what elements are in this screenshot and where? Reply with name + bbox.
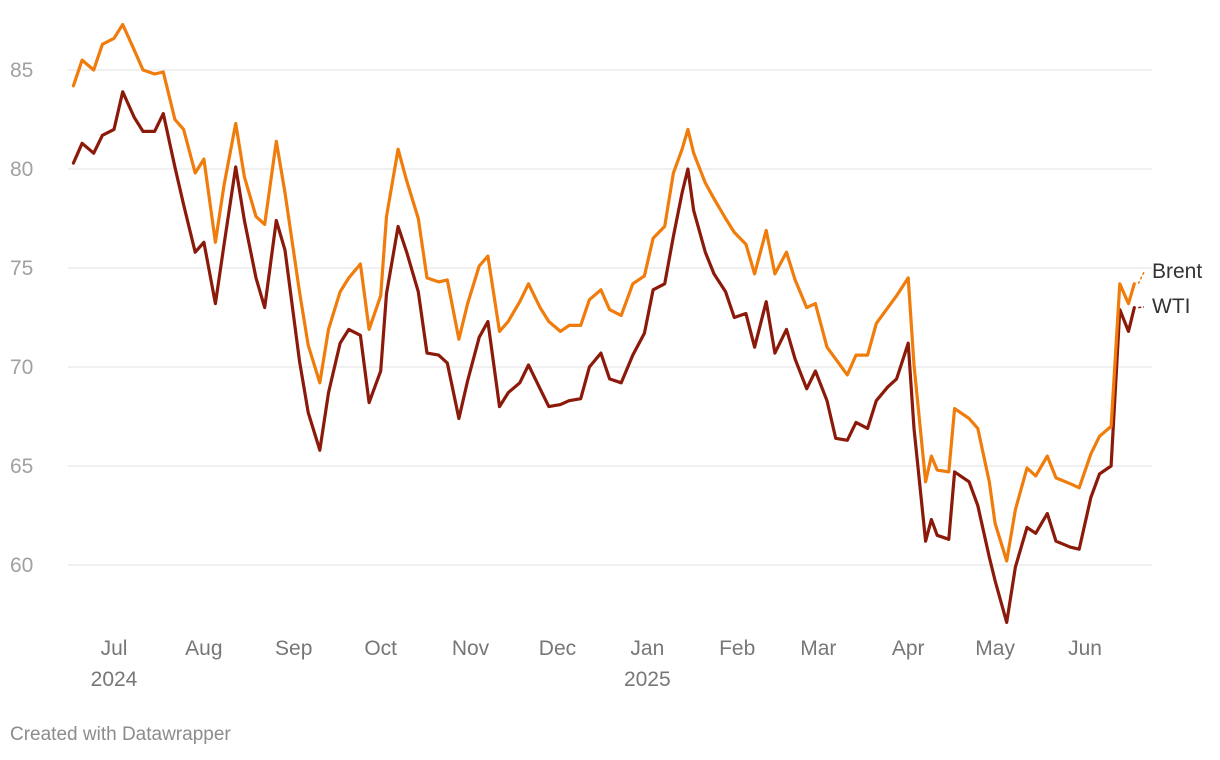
x-tick-year-2025: 2025 [624,668,671,691]
y-tick-label: 85 [10,59,33,82]
y-tick-label: 65 [10,455,33,478]
x-tick-label-dec: Dec [539,637,576,660]
datawrapper-credit: Created with Datawrapper [10,724,231,745]
x-tick-label-jul: Jul [101,637,128,660]
x-tick-label-aug: Aug [185,637,222,660]
x-tick-label-jan: Jan [630,637,664,660]
x-tick-label-oct: Oct [364,637,397,660]
series-end-labels: Brent WTI [1137,260,1202,318]
series-line-wti [71,90,1136,625]
y-tick-label: 80 [10,158,33,181]
x-tick-label-mar: Mar [800,637,836,660]
series-lines [71,22,1136,625]
series-line-brent [71,22,1136,563]
y-tick-label: 75 [10,257,33,280]
x-tick-label-nov: Nov [452,637,490,660]
series-label-wti: WTI [1152,295,1190,318]
y-axis-ticks: 60 65 70 75 80 85 [10,59,33,577]
x-tick-label-may: May [975,637,1015,660]
x-tick-label-jun: Jun [1068,637,1102,660]
connector-wti [1138,306,1145,309]
x-tick-label-sep: Sep [275,637,312,660]
y-tick-label: 60 [10,554,33,577]
x-tick-label-apr: Apr [892,637,925,660]
gridlines [68,69,1152,566]
series-label-brent: Brent [1152,260,1202,283]
x-axis-ticks: Jul 2024 Aug Sep Oct Nov Dec Jan 2025 Feb Mar Apr Ma… [91,637,1102,691]
connector-brent [1137,271,1145,285]
y-tick-label: 70 [10,356,33,379]
x-tick-label-feb: Feb [719,637,755,660]
x-tick-year-2024: 2024 [91,668,138,691]
